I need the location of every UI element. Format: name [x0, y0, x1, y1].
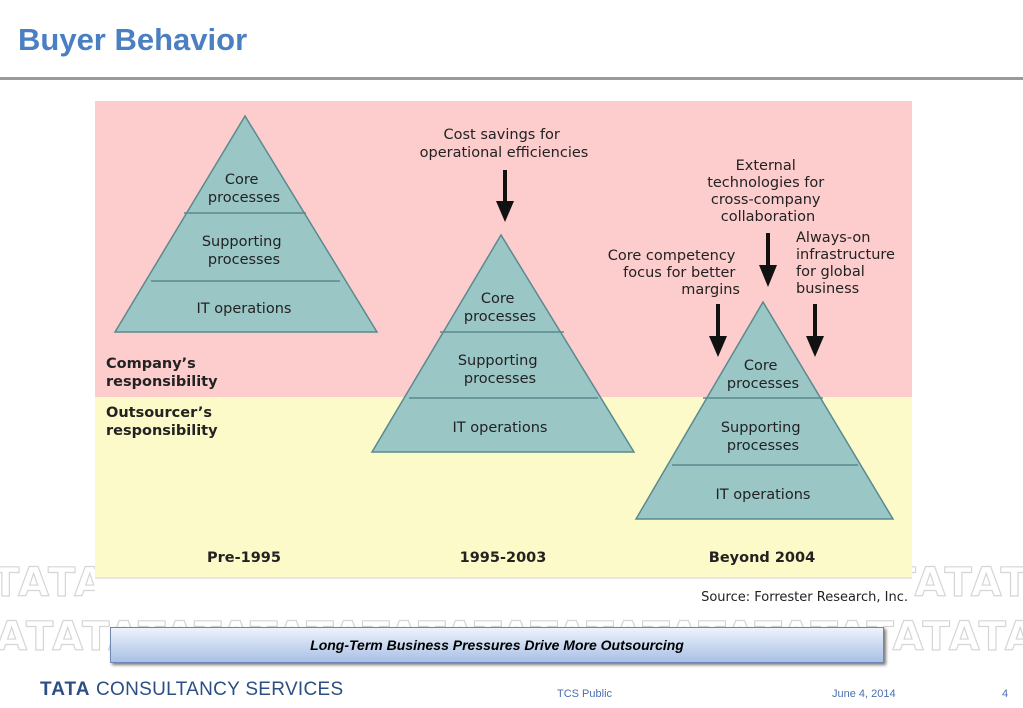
driver-always-on-line-2: infrastructure — [796, 247, 895, 263]
layer-it-label: IT operations — [716, 487, 811, 503]
pyramid-beyond-2004: Core processes Supporting processes IT o… — [634, 300, 895, 520]
layer-core-label: Core — [481, 291, 515, 307]
driver-always-on-line-3: for global — [796, 264, 865, 280]
driver-core-competency: Core competency — [608, 248, 736, 264]
svg-text:Cost savings for operati: Cost savings for operational efficiencie… — [420, 127, 589, 161]
svg-text:Outsourcer’s responsibil: Outsourcer’s responsibility — [106, 405, 218, 439]
arrow-external-tech — [759, 233, 777, 287]
logo-mark: TATA — [40, 679, 91, 700]
source-credit: Source: Forrester Research, Inc. — [701, 590, 908, 605]
layer-core-label: Core — [225, 172, 259, 188]
layer-supporting-label-line-2: processes — [208, 252, 280, 268]
driver-always-on-line-4: business — [796, 281, 859, 297]
slide-title: Buyer Behavior — [18, 22, 248, 57]
arrow-always-on — [806, 304, 824, 357]
zone-label-company: Company’s — [106, 356, 196, 372]
pyramid-pre-1995: Core processes Supporting processes IT o… — [113, 114, 379, 333]
arrow-core-competency — [709, 304, 727, 357]
driver-cost-savings-line-2: operational efficiencies — [420, 145, 589, 161]
page-number: 4 — [1002, 688, 1009, 700]
svg-text:Supporting processes: Supporting processes — [458, 353, 542, 387]
layer-supporting-label: Supporting — [721, 420, 801, 436]
layer-supporting-label: Supporting — [458, 353, 538, 369]
svg-text:Core processes: Core processes — [208, 172, 280, 206]
caption-box: Long-Term Business Pressures Drive More … — [110, 627, 884, 663]
layer-core-label-line-2: processes — [208, 190, 280, 206]
svg-text:Always-on infrastructure: Always-on infrastructure for global busi… — [796, 230, 900, 297]
layer-core-label-line-2: processes — [464, 309, 536, 325]
svg-text:Company’s responsibility: Company’s responsibility — [106, 356, 218, 390]
svg-text:External technologies fo: External technologies for cross-company … — [707, 158, 829, 225]
layer-supporting-label-line-2: processes — [464, 371, 536, 387]
era-label-beyond-2004: Beyond 2004 — [709, 550, 815, 566]
zone-label-outsourcer-line-2: responsibility — [106, 423, 218, 439]
driver-external-tech: External — [736, 158, 796, 174]
layer-it-label: IT operations — [453, 420, 548, 436]
driver-always-on: Always-on — [796, 230, 870, 246]
zone-label-company-line-2: responsibility — [106, 374, 218, 390]
driver-core-competency-line-2: focus for better — [623, 265, 735, 281]
layer-it-label: IT operations — [197, 301, 292, 317]
driver-external-tech-line-4: collaboration — [721, 209, 815, 225]
driver-external-tech-line-3: cross-company — [711, 192, 821, 208]
layer-supporting-label-line-2: processes — [727, 438, 799, 454]
svg-text:Core competency focus fo: Core competency focus for better margins — [608, 248, 740, 298]
driver-cost-savings: Cost savings for — [444, 127, 560, 143]
layer-core-label: Core — [744, 358, 778, 374]
svg-text:Supporting processes: Supporting processes — [202, 234, 286, 268]
driver-external-tech-line-2: technologies for — [707, 175, 824, 191]
layer-supporting-label: Supporting — [202, 234, 282, 250]
logo-text: CONSULTANCY SERVICES — [96, 679, 344, 700]
driver-core-competency-line-3: margins — [681, 282, 740, 298]
tcs-logo: TATA CONSULTANCY SERVICES — [40, 679, 343, 701]
caption-text: Long-Term Business Pressures Drive More … — [310, 637, 684, 653]
title-divider — [0, 77, 1023, 80]
layer-core-label-line-2: processes — [727, 376, 799, 392]
svg-text:Core processes: Core processes — [464, 291, 536, 325]
svg-text:Supporting processes: Supporting processes — [721, 420, 805, 454]
svg-text:Core processes: Core processes — [727, 358, 799, 392]
footer-classification: TCS Public — [557, 688, 613, 700]
arrow-cost-savings — [496, 170, 514, 222]
pyramid-1995-2003: Core processes Supporting processes IT o… — [370, 233, 636, 453]
zone-label-outsourcer: Outsourcer’s — [106, 405, 212, 421]
era-label-pre-1995: Pre-1995 — [207, 550, 281, 566]
outsourcing-evolution-diagram: Company’s responsibility Outsourcer’s re… — [95, 101, 912, 609]
footer-date: June 4, 2014 — [832, 688, 896, 700]
era-label-1995-2003: 1995-2003 — [460, 550, 547, 566]
source-strip — [95, 577, 912, 609]
